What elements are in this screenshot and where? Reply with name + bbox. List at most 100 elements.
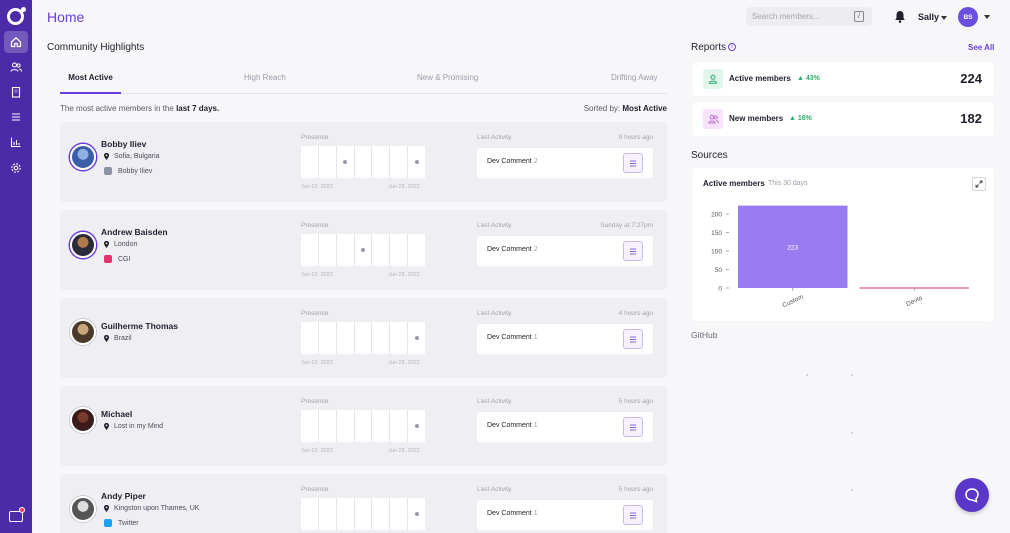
presence-day (408, 410, 425, 442)
member-organization[interactable]: CGI (104, 255, 130, 263)
activities-icon[interactable] (4, 106, 28, 128)
member-name[interactable]: Andrew Baisden (101, 227, 168, 237)
location-pin-icon (104, 505, 109, 512)
user-avatar[interactable]: BS (958, 7, 978, 27)
last-activity-label: Last Activity (477, 398, 512, 405)
last-activity-box[interactable]: Dev Comment 2 (477, 236, 653, 266)
last-activity-box[interactable]: Dev Comment 1 (477, 324, 653, 354)
member-avatar[interactable] (70, 407, 96, 433)
member-card[interactable]: Bobby Iliev Sofia, Bulgaria Bobby Iliev P… (60, 122, 667, 202)
search-input[interactable] (746, 7, 846, 26)
search-box[interactable]: / (746, 7, 872, 26)
last-activity-label: Last Activity (477, 486, 512, 493)
tab-new-promising[interactable]: New & Promising (417, 73, 479, 82)
member-avatar[interactable] (70, 144, 96, 170)
presence-day (355, 410, 373, 442)
settings-icon[interactable] (4, 157, 28, 179)
activity-details-icon[interactable] (623, 153, 643, 173)
info-icon[interactable]: i (728, 43, 736, 51)
github-label: GitHub (691, 330, 718, 340)
last-activity-box[interactable]: Dev Comment 2 (477, 148, 653, 178)
tab-most-active[interactable]: Most Active (60, 72, 121, 94)
presence-day (372, 322, 391, 354)
organizations-icon[interactable] (4, 81, 28, 103)
presence-end-date: Jun 28, 2022 (388, 360, 420, 366)
sort-selector[interactable]: Sorted by: Most Active (584, 104, 667, 113)
member-name[interactable]: Guilherme Thomas (101, 321, 178, 331)
last-activity-time: 5 hours ago (618, 398, 653, 405)
report-card-new-members[interactable]: New members ▲ 16% 182 (693, 102, 994, 136)
member-card[interactable]: Andrew Baisden London CGI Presence Jun 22,… (60, 210, 667, 290)
presence-start-date: Jun 22, 2022 (301, 272, 333, 278)
member-avatar[interactable] (70, 319, 96, 345)
sidebar (0, 0, 32, 533)
reports-icon[interactable] (4, 131, 28, 153)
presence-day (355, 322, 373, 354)
tab-drifting-away[interactable]: Drifting Away (611, 73, 658, 82)
activity-details-icon[interactable] (623, 417, 643, 437)
member-organization[interactable]: Bobby Iliev (104, 167, 152, 175)
member-name[interactable]: Andy Piper (101, 491, 146, 501)
presence-day (319, 146, 337, 178)
activity-details-icon[interactable] (623, 329, 643, 349)
subtitle-period: last 7 days. (176, 104, 220, 113)
presence-grid (301, 322, 425, 354)
presence-day (337, 322, 355, 354)
presence-label: Presence (301, 398, 329, 405)
sort-value[interactable]: Most Active (622, 104, 667, 113)
last-activity-box[interactable]: Dev Comment 1 (477, 412, 653, 442)
activity-details-icon[interactable] (623, 241, 643, 261)
user-menu-chevron-down-icon[interactable] (941, 16, 947, 20)
member-avatar[interactable] (70, 496, 96, 522)
bell-icon[interactable] (894, 10, 906, 23)
presence-day (319, 234, 337, 266)
see-all-link[interactable]: See All (968, 43, 995, 52)
activity-text: Dev Comment 1 (487, 422, 538, 429)
activity-count: 2 (533, 158, 538, 165)
report-delta: ▲ 43% (797, 75, 820, 82)
activity-type: Dev Comment (487, 158, 532, 165)
activity-details-icon[interactable] (623, 505, 643, 525)
activity-type: Dev Comment (487, 334, 532, 341)
home-icon[interactable] (4, 31, 28, 53)
presence-end-date: Jun 28, 2022 (388, 448, 420, 454)
member-avatar[interactable] (70, 232, 96, 258)
activity-text: Dev Comment 1 (487, 334, 538, 341)
location-pin-icon (104, 335, 109, 342)
members-icon[interactable] (4, 56, 28, 78)
avatar-chevron-down-icon[interactable] (984, 15, 990, 19)
user-name[interactable]: Sally (918, 12, 940, 22)
presence-day (301, 410, 319, 442)
presence-day (337, 498, 355, 530)
location-pin-icon (104, 423, 109, 430)
member-location-text: Brazil (114, 335, 132, 342)
presence-start-date: Jun 22, 2022 (301, 360, 333, 366)
member-card[interactable]: Michael Lost in my Mind Presence Jun 22, 2… (60, 386, 667, 466)
expand-icon[interactable] (972, 177, 986, 191)
presence-day (319, 410, 337, 442)
presence-day (390, 322, 409, 354)
location-pin-icon (104, 241, 109, 248)
inbox-icon[interactable] (9, 511, 23, 522)
member-location: Brazil (104, 335, 132, 342)
last-activity-box[interactable]: Dev Comment 1 (477, 500, 653, 530)
member-location: Sofia, Bulgaria (104, 153, 160, 160)
presence-day (408, 146, 425, 178)
activity-count: 1 (533, 510, 538, 517)
report-delta-value: 16% (797, 115, 812, 122)
tab-high-reach[interactable]: High Reach (244, 73, 286, 82)
member-name[interactable]: Michael (101, 409, 133, 419)
member-organization[interactable]: Twitter (104, 519, 139, 527)
report-card-active-members[interactable]: Active members ▲ 43% 224 (693, 62, 994, 96)
app-logo-icon[interactable] (7, 7, 26, 25)
member-organization-text: Bobby Iliev (118, 167, 153, 175)
presence-dot (414, 336, 419, 340)
presence-dot (414, 512, 419, 516)
chat-support-button[interactable] (955, 478, 989, 512)
member-card[interactable]: Andy Piper Kingston upon Thames, UK Twit… (60, 474, 667, 533)
location-pin-icon (104, 153, 109, 160)
last-activity-label: Last Activity (477, 222, 512, 229)
member-card[interactable]: Guilherme Thomas Brazil Presence Jun 22, 2… (60, 298, 667, 378)
activity-text: Dev Comment 2 (487, 246, 538, 253)
member-name[interactable]: Bobby Iliev (101, 139, 147, 149)
